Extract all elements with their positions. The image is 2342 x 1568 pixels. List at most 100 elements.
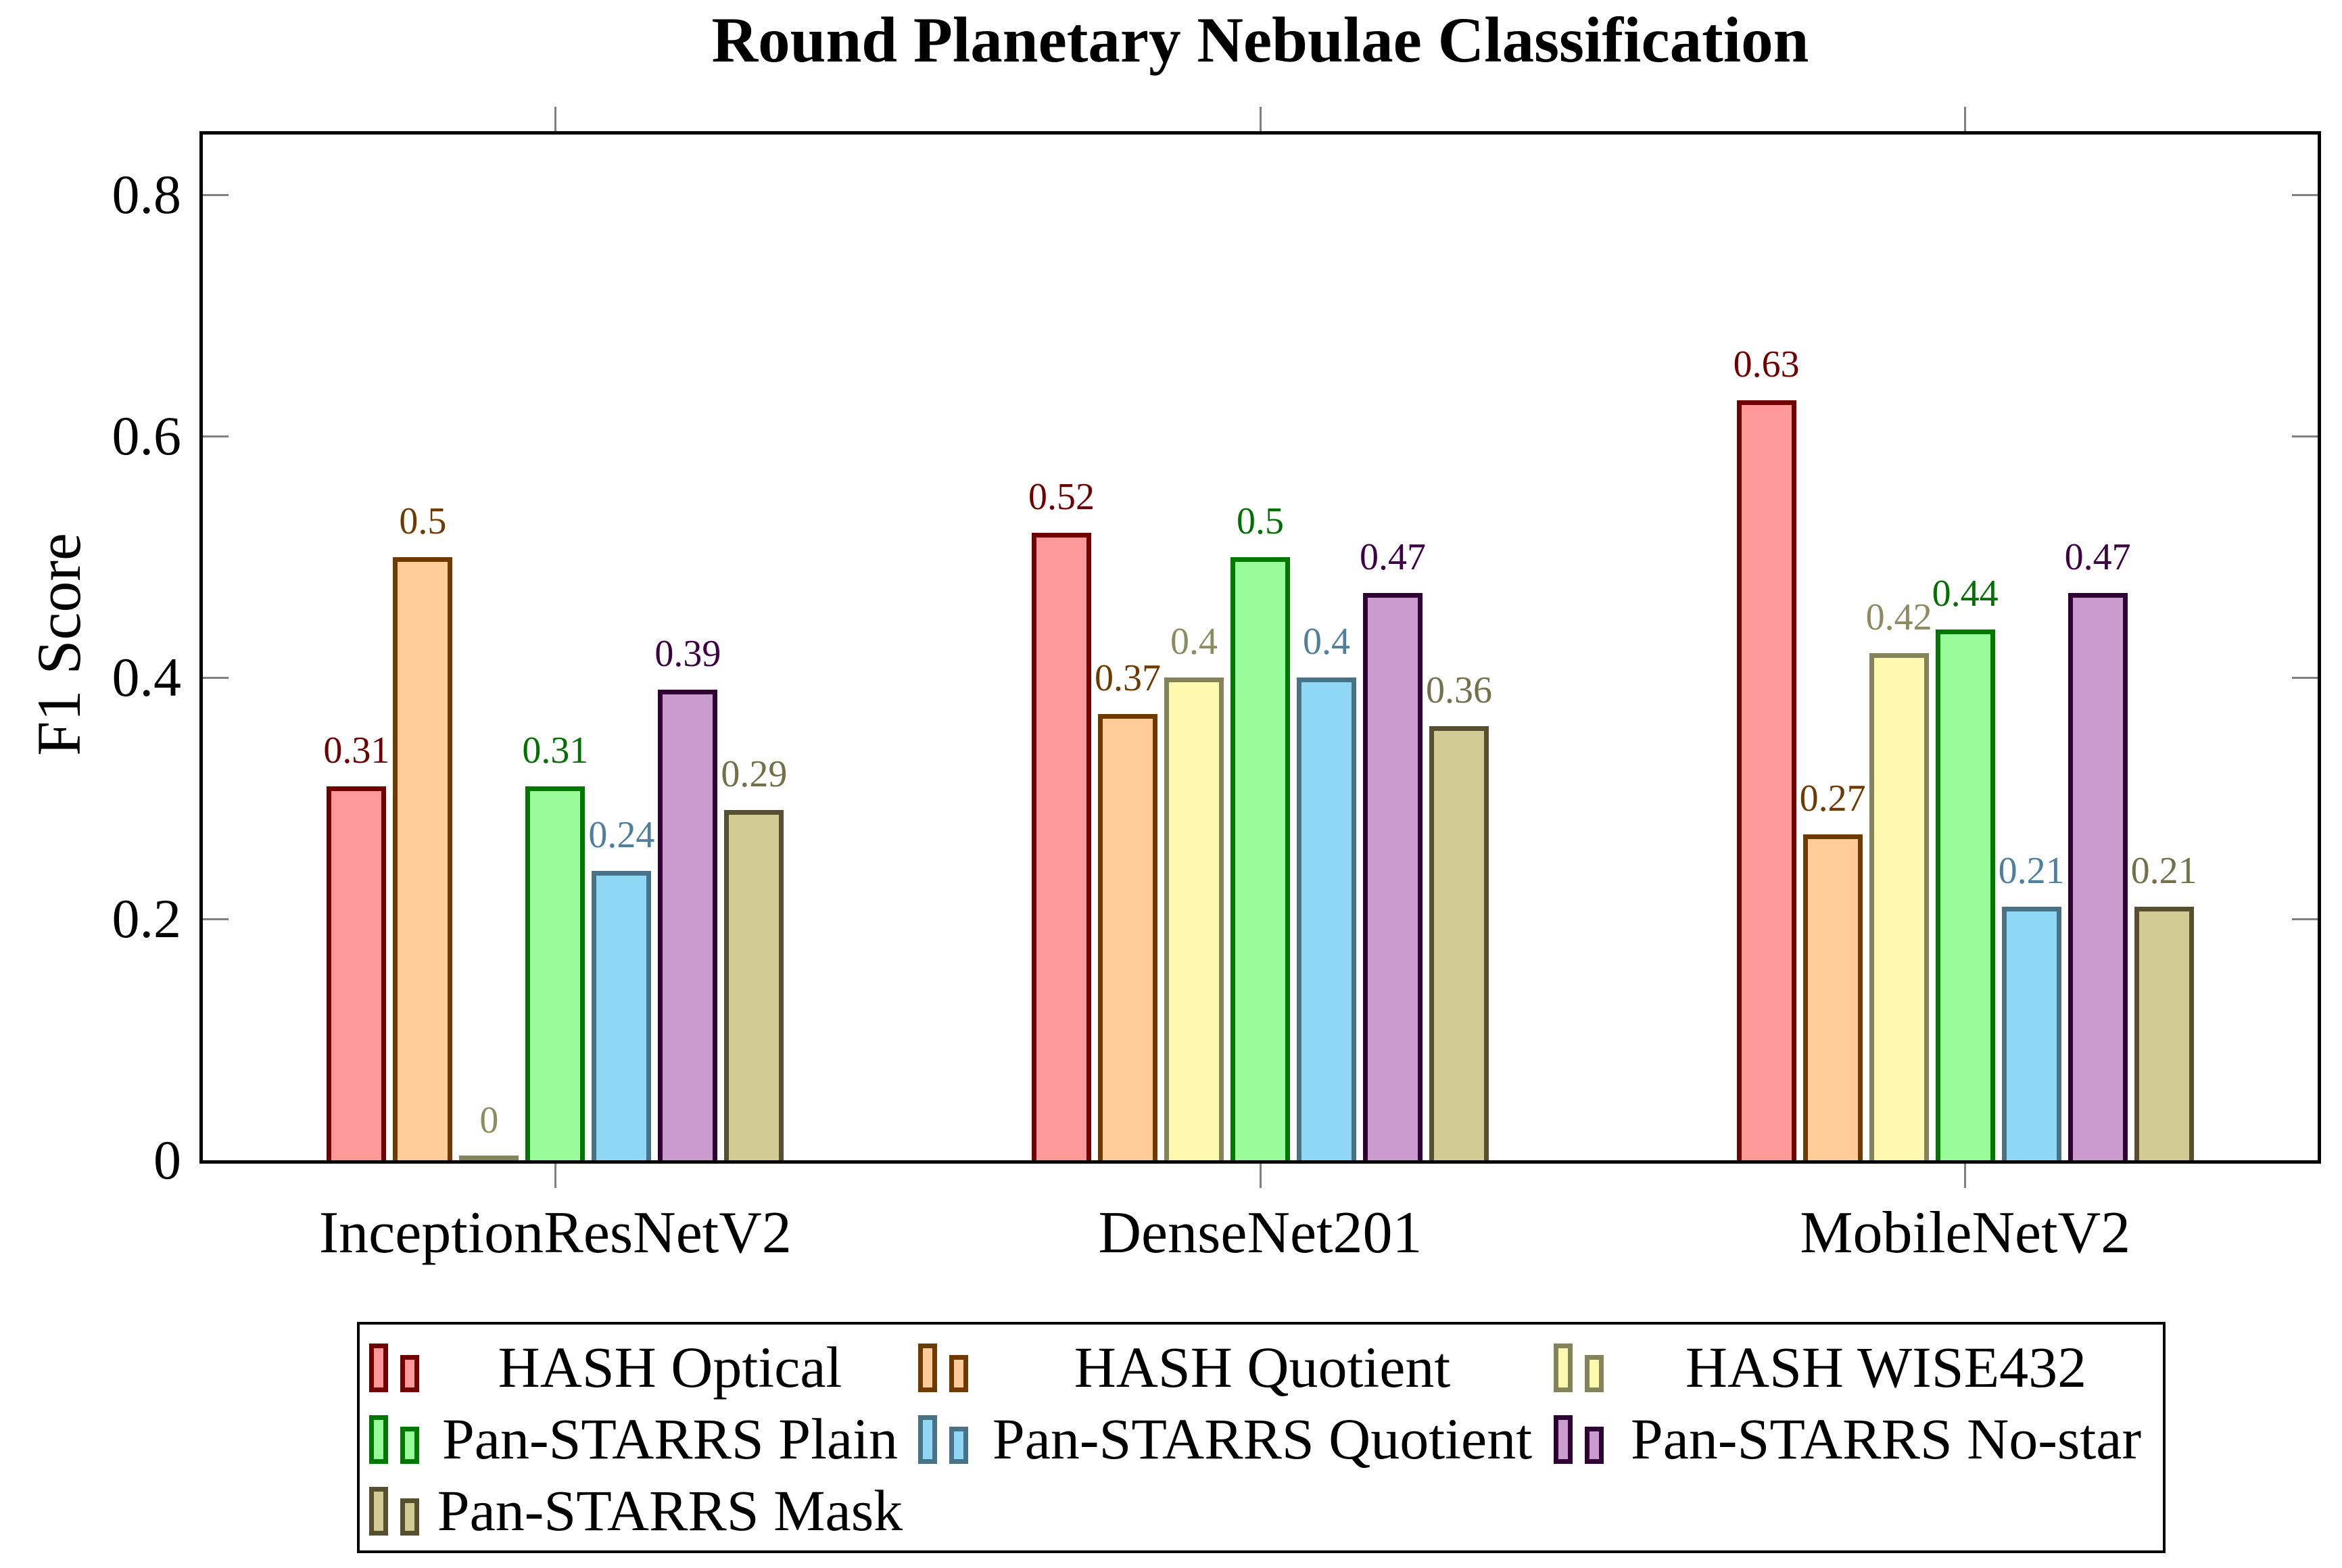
bar-value-label: 0.47: [2064, 536, 2131, 578]
bar: [1164, 678, 1224, 1160]
legend-label: Pan-STARRS Mask: [437, 1478, 903, 1543]
legend-item: HASH WISE432: [1554, 1331, 2166, 1403]
legend-swatch-bar: [400, 1355, 419, 1392]
bar: [1869, 653, 1929, 1160]
bar: [327, 786, 387, 1160]
bar-value-label: 0.44: [1932, 573, 1999, 615]
bar: [1935, 629, 1995, 1160]
legend-item: Pan-STARRS Quotient: [918, 1403, 1554, 1475]
y-tick-label: 0: [153, 1129, 181, 1191]
legend-label: HASH WISE432: [1685, 1335, 2087, 1400]
bar-value-label: 0.52: [1028, 476, 1095, 518]
bar-value-label: 0.4: [1170, 621, 1218, 663]
legend-swatch-icon: [918, 1414, 971, 1464]
bar: [1363, 593, 1423, 1160]
legend-label: HASH Optical: [498, 1335, 842, 1400]
bar: [2001, 907, 2061, 1160]
bar-value-label: 0.27: [1799, 778, 1866, 819]
bar-value-label: 0.21: [1998, 850, 2065, 892]
bar-value-label: 0.63: [1733, 343, 1800, 385]
bar-value-label: 0.4: [1303, 621, 1350, 663]
bar: [1297, 678, 1356, 1160]
bar-value-label: 0.5: [1237, 500, 1284, 542]
bar: [658, 690, 718, 1160]
bar: [592, 871, 652, 1160]
legend-label: Pan-STARRS No-star: [1630, 1406, 2142, 1471]
bar-value-label: 0.47: [1360, 536, 1426, 578]
y-tick-label: 0.2: [112, 888, 182, 950]
legend-swatch-bar: [369, 1344, 388, 1392]
legend-swatch-icon: [369, 1414, 422, 1464]
plot-frame: [199, 131, 2321, 1164]
y-axis-label: F1 Score: [24, 533, 93, 756]
bar: [459, 1156, 519, 1160]
bar-value-label: 0.42: [1865, 596, 1932, 638]
legend-box: HASH Optical HASH Quotient HASH WISE432 Pan…: [357, 1322, 2166, 1553]
legend-label: Pan-STARRS Quotient: [992, 1406, 1533, 1471]
y-tick-mark: [203, 193, 229, 196]
legend-item: HASH Optical: [369, 1331, 918, 1403]
x-tick-mark-bottom: [1259, 1164, 1262, 1188]
y-tick-mark: [2292, 435, 2318, 437]
x-category-label: InceptionResNetV2: [318, 1200, 792, 1266]
legend-swatch-bar: [400, 1427, 419, 1464]
legend-swatch-icon: [369, 1342, 422, 1392]
legend-swatch-icon: [1554, 1342, 1606, 1392]
y-tick-label: 0.6: [112, 405, 182, 467]
chart-title: Round Planetary Nebulae Classification: [711, 4, 1809, 76]
bar-value-label: 0.21: [2130, 850, 2197, 892]
bar-value-label: 0.36: [1426, 669, 1492, 711]
legend-swatch-icon: [918, 1342, 971, 1392]
legend-item: Pan-STARRS Plain: [369, 1403, 918, 1475]
legend-swatch-bar: [949, 1427, 968, 1464]
y-tick-mark: [2292, 918, 2318, 920]
x-category-label: MobileNetV2: [1800, 1200, 2131, 1266]
y-tick-mark: [2292, 676, 2318, 679]
x-tick-mark-top: [554, 107, 556, 131]
legend-swatch-bar: [918, 1415, 937, 1464]
legend-swatch-bar: [369, 1415, 388, 1464]
legend-item: Pan-STARRS Mask: [369, 1475, 918, 1546]
x-tick-mark-top: [1259, 107, 1262, 131]
bar: [724, 810, 784, 1160]
bar: [1429, 726, 1489, 1160]
y-tick-mark: [2292, 193, 2318, 196]
x-category-label: DenseNet201: [1098, 1200, 1423, 1266]
y-tick-mark: [203, 435, 229, 437]
legend-swatch-bar: [1554, 1415, 1573, 1464]
bar-value-label: 0.31: [323, 730, 390, 771]
legend-swatch-bar: [369, 1487, 388, 1536]
legend-swatch-icon: [1554, 1414, 1606, 1464]
y-tick-mark: [203, 676, 229, 679]
legend-swatch-bar: [949, 1355, 968, 1392]
y-tick-mark: [203, 918, 229, 920]
bar: [1098, 714, 1157, 1160]
legend-swatch-bar: [400, 1498, 419, 1536]
bar: [2068, 593, 2128, 1160]
legend-label: HASH Quotient: [1074, 1335, 1451, 1400]
x-tick-mark-bottom: [554, 1164, 556, 1188]
legend-label: Pan-STARRS Plain: [441, 1406, 899, 1471]
bar-value-label: 0.5: [399, 500, 447, 542]
bar: [2134, 907, 2194, 1160]
x-tick-mark-bottom: [1964, 1164, 1967, 1188]
y-tick-label: 0.4: [112, 646, 182, 709]
bar: [1736, 400, 1796, 1160]
bar: [393, 557, 453, 1160]
x-tick-mark-top: [1964, 107, 1967, 131]
bar: [1032, 533, 1091, 1160]
legend-swatch-bar: [1585, 1355, 1604, 1392]
legend-swatch-bar: [1585, 1427, 1604, 1464]
bar-value-label: 0.39: [654, 633, 721, 675]
bar-value-label: 0.31: [522, 730, 589, 771]
bar-value-label: 0.29: [721, 753, 788, 795]
legend-item: Pan-STARRS No-star: [1554, 1403, 2166, 1475]
bar-value-label: 0: [479, 1099, 499, 1141]
bar-value-label: 0.24: [588, 814, 655, 856]
legend-swatch-bar: [918, 1344, 937, 1392]
legend-swatch-bar: [1554, 1344, 1573, 1392]
plot-area: 0.31 0.5 0 0.31 0.24 0.39 0.29 0.52 0.37 0.4 0.5 0.…: [203, 107, 2318, 1188]
legend-item: HASH Quotient: [918, 1331, 1554, 1403]
bar: [1802, 834, 1863, 1160]
